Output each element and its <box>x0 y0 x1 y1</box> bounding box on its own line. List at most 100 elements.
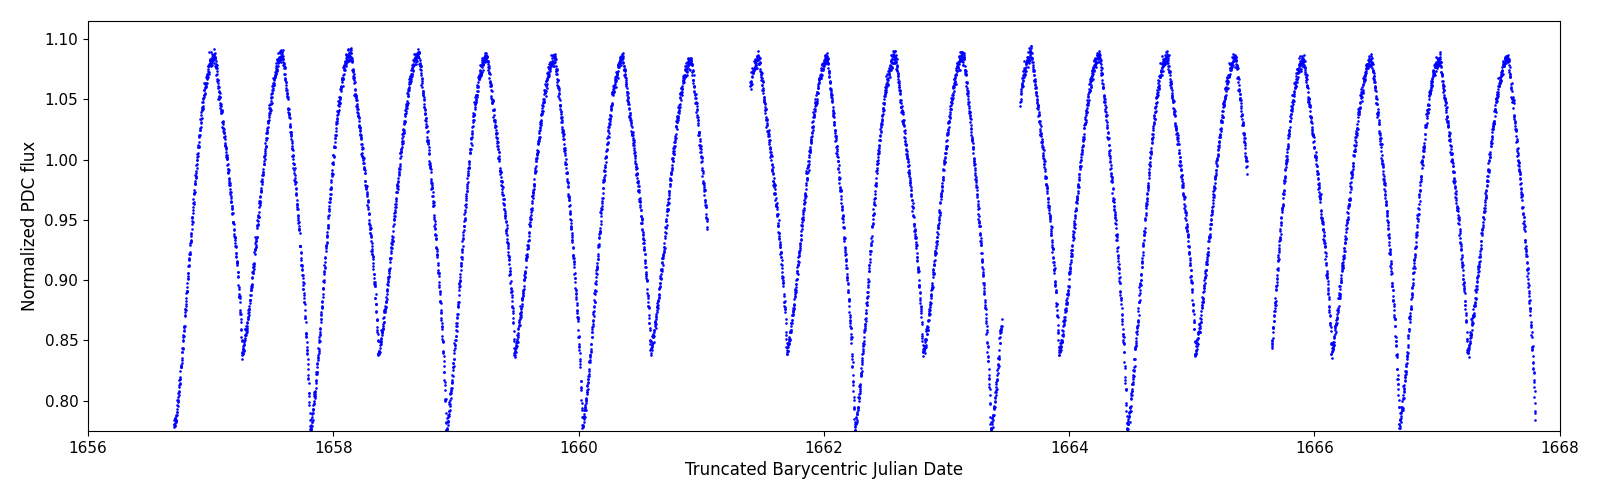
Point <box>328 82 354 90</box>
Point <box>773 319 798 327</box>
Point <box>374 280 400 288</box>
Point <box>1232 138 1258 146</box>
Point <box>640 333 666 341</box>
Point <box>1341 159 1366 167</box>
Point <box>749 81 774 89</box>
Point <box>813 51 838 59</box>
Point <box>253 142 278 150</box>
Point <box>1136 165 1162 173</box>
Point <box>1131 236 1157 244</box>
Point <box>1334 218 1360 226</box>
Point <box>686 130 712 138</box>
Point <box>778 320 803 328</box>
Point <box>605 74 630 82</box>
Point <box>1318 340 1344 348</box>
Point <box>970 271 995 279</box>
Point <box>1325 308 1350 316</box>
Point <box>454 187 480 195</box>
Point <box>797 143 822 151</box>
Point <box>214 154 240 162</box>
Point <box>976 380 1002 388</box>
Point <box>1435 123 1461 131</box>
Point <box>1088 56 1114 64</box>
Point <box>202 53 227 61</box>
Point <box>800 108 826 116</box>
Point <box>845 402 870 410</box>
Point <box>598 88 624 96</box>
Point <box>173 300 198 308</box>
Point <box>392 117 418 125</box>
Point <box>232 336 258 344</box>
Point <box>286 222 312 230</box>
Point <box>1130 258 1155 266</box>
Point <box>805 84 830 92</box>
Point <box>659 161 685 169</box>
Point <box>501 351 526 359</box>
Point <box>395 83 421 91</box>
Point <box>1149 70 1174 78</box>
Point <box>478 92 504 100</box>
Point <box>573 406 598 414</box>
Point <box>475 60 501 68</box>
Point <box>208 100 234 108</box>
Point <box>1184 339 1210 347</box>
Point <box>435 412 461 420</box>
Point <box>1208 133 1234 141</box>
Point <box>934 136 960 144</box>
Point <box>477 78 502 86</box>
Point <box>501 309 526 317</box>
Point <box>558 231 584 239</box>
Point <box>1386 403 1411 411</box>
Point <box>318 184 344 192</box>
Point <box>221 232 246 240</box>
Point <box>675 54 701 62</box>
Point <box>1278 106 1304 114</box>
Point <box>806 74 832 82</box>
Point <box>1378 268 1403 276</box>
Point <box>1117 412 1142 420</box>
Point <box>614 89 640 97</box>
Point <box>312 264 338 272</box>
Point <box>414 122 440 130</box>
Point <box>1365 112 1390 120</box>
Point <box>195 66 221 74</box>
Point <box>1216 78 1242 86</box>
Point <box>1168 154 1194 162</box>
Point <box>1490 70 1515 78</box>
Point <box>334 53 360 61</box>
Point <box>792 192 818 200</box>
Point <box>486 152 512 160</box>
Point <box>187 126 213 134</box>
Point <box>878 56 904 64</box>
Point <box>1397 325 1422 333</box>
Point <box>424 252 450 260</box>
Point <box>290 262 315 270</box>
Point <box>181 196 206 203</box>
Point <box>450 254 475 262</box>
Point <box>1464 273 1490 281</box>
Point <box>1186 320 1211 328</box>
Point <box>930 174 955 182</box>
Point <box>966 222 992 230</box>
Point <box>774 346 800 354</box>
Point <box>878 58 904 66</box>
Point <box>211 125 237 133</box>
Point <box>1074 106 1099 114</box>
Point <box>1206 136 1232 144</box>
Point <box>1430 80 1456 88</box>
Point <box>658 168 683 176</box>
Point <box>882 56 907 64</box>
Point <box>805 88 830 96</box>
Point <box>1474 178 1499 186</box>
Point <box>1307 194 1333 202</box>
Point <box>635 291 661 299</box>
Point <box>605 62 630 70</box>
Point <box>291 298 317 306</box>
Point <box>1357 56 1382 64</box>
Point <box>653 217 678 225</box>
Point <box>1200 206 1226 214</box>
Point <box>382 200 408 208</box>
Point <box>650 254 675 262</box>
Point <box>693 202 718 210</box>
Point <box>874 84 899 92</box>
